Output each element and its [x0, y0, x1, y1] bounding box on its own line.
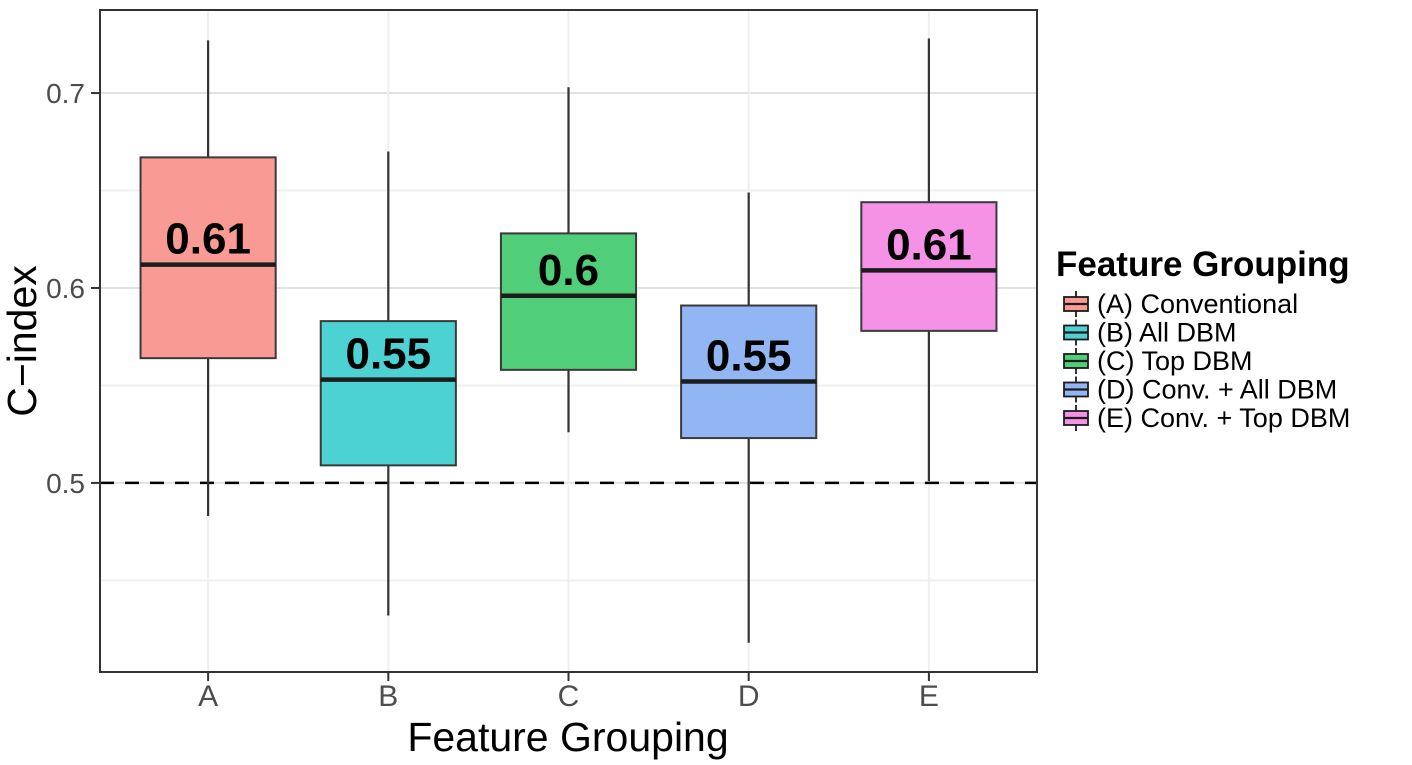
x-tick-label-C: C: [558, 680, 580, 713]
y-tick-label-0.7: 0.7: [46, 78, 85, 109]
box-E: [860, 201, 998, 332]
legend-entry-C: (C) Top DBM: [1063, 346, 1253, 376]
y-tick-label-0.6: 0.6: [46, 273, 85, 304]
legend-entry-E: (E) Conv. + Top DBM: [1063, 403, 1350, 433]
legend-label-D: (D) Conv. + All DBM: [1097, 375, 1337, 405]
legend-label-E: (E) Conv. + Top DBM: [1097, 403, 1350, 433]
x-tick-label-A: A: [198, 680, 218, 713]
legend-entry-D: (D) Conv. + All DBM: [1063, 375, 1337, 405]
median-label-A: 0.61: [165, 215, 251, 264]
box-group-C: 0.6: [499, 87, 638, 433]
legend-entry-A: (A) Conventional: [1063, 289, 1298, 319]
legend-entries: (A) Conventional(B) All DBM(C) Top DBM(D…: [1063, 289, 1350, 433]
x-tick-label-B: B: [378, 680, 398, 713]
box-C: [499, 232, 638, 371]
legend-label-B: (B) All DBM: [1097, 318, 1237, 348]
median-label-B: 0.55: [345, 330, 431, 379]
box-group-D: 0.55: [680, 192, 818, 643]
box-A: [139, 156, 277, 360]
median-label-D: 0.55: [706, 332, 792, 381]
y-axis-title: C−index: [0, 265, 45, 417]
box-D: [680, 304, 818, 440]
median-label-C: 0.6: [538, 246, 599, 295]
box-B: [319, 320, 457, 467]
median-label-E: 0.61: [886, 220, 972, 269]
legend-label-A: (A) Conventional: [1097, 289, 1298, 319]
legend-entry-B: (B) All DBM: [1063, 318, 1237, 348]
box-group-B: 0.55: [319, 151, 457, 616]
legend-title: Feature Grouping: [1056, 245, 1350, 284]
x-tick-label-D: D: [738, 680, 760, 713]
box-group-A: 0.61: [139, 40, 277, 517]
x-axis-title: Feature Grouping: [407, 714, 728, 760]
x-tick-label-E: E: [919, 680, 939, 713]
plot-panel: 0.61 0.55 0.6 0.55 0.61: [99, 9, 1038, 673]
legend: Feature Grouping (A) Conventional(B) All…: [1056, 245, 1350, 433]
box-group-E: 0.61: [860, 38, 998, 481]
y-tick-label-0.5: 0.5: [46, 468, 85, 499]
axes: 0.5 0.6 0.7 A B C D E: [46, 78, 939, 713]
legend-label-C: (C) Top DBM: [1097, 346, 1253, 376]
